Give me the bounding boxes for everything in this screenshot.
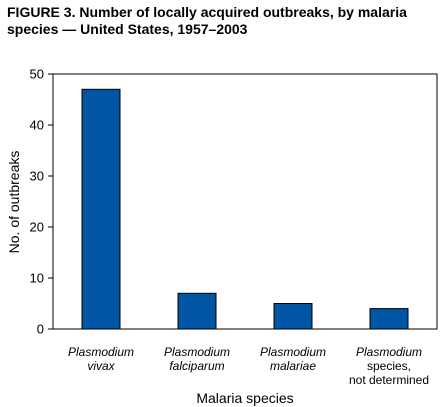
y-axis-label: No. of outbreaks xyxy=(6,151,22,254)
bars xyxy=(81,88,409,330)
y-tick-label: 20 xyxy=(30,220,44,235)
chart-title: FIGURE 3. Number of locally acquired out… xyxy=(7,4,407,37)
y-tick-label: 10 xyxy=(30,271,44,286)
x-tick-label: Plasmodium falciparum xyxy=(164,345,230,373)
y-tick-label: 0 xyxy=(37,322,44,337)
y-axis-ticks: 0 10 20 30 40 50 xyxy=(30,67,53,337)
x-axis-label: Malaria species xyxy=(196,390,293,406)
y-tick-label: 30 xyxy=(30,169,44,184)
plot-border xyxy=(52,73,438,330)
bar xyxy=(177,292,217,330)
y-tick-label: 40 xyxy=(30,118,44,133)
x-tick-label: Plasmodium malariae xyxy=(260,345,326,373)
bar xyxy=(81,88,121,330)
plot-frame xyxy=(52,73,438,330)
bar xyxy=(369,308,409,330)
bar xyxy=(273,303,313,330)
x-tick-label: Plasmodium species, not determined xyxy=(349,345,429,387)
x-tick-label: Plasmodium vivax xyxy=(68,345,134,373)
y-tick-label: 50 xyxy=(30,67,44,82)
x-axis-tick-labels: Plasmodium vivax Plasmodium falciparum Plasm… xyxy=(68,345,429,387)
